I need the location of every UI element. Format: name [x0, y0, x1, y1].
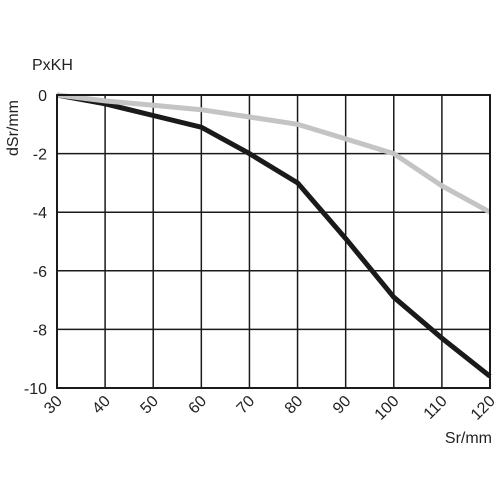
grid-lines	[56, 94, 491, 389]
y-tick-label-3: -6	[33, 264, 47, 281]
y-tick-label-1: -2	[33, 147, 47, 164]
y-tick-label-0: 0	[38, 88, 47, 105]
series-line-1	[56, 92, 492, 215]
x-tick-label-5: 80	[282, 393, 307, 418]
x-axis-label: Sr/mm	[445, 430, 492, 447]
x-tick-label-8: 110	[421, 393, 451, 423]
x-tick-label-9: 120	[468, 393, 499, 424]
x-tick-label-7: 100	[372, 393, 403, 424]
chart-title: PxKH	[32, 57, 73, 74]
series-lines	[56, 92, 492, 379]
y-tick-label-2: -4	[33, 205, 47, 222]
x-tick-label-6: 90	[330, 393, 355, 418]
y-tick-label-5: -10	[24, 381, 47, 398]
x-tick-label-1: 40	[89, 393, 114, 418]
x-tick-label-2: 50	[137, 393, 162, 418]
plot-frame	[56, 94, 491, 389]
y-tick-labels: 0 -2 -4 -6 -8 -10	[24, 88, 47, 398]
x-tick-label-3: 60	[186, 393, 211, 418]
x-tick-label-4: 70	[234, 393, 259, 418]
x-tick-labels: 30 40 50 60 70 80 90 100 110 120	[41, 393, 499, 424]
series-line-0	[56, 92, 492, 379]
y-tick-label-4: -8	[33, 322, 47, 339]
y-axis-label: dSr/mm	[5, 100, 22, 156]
